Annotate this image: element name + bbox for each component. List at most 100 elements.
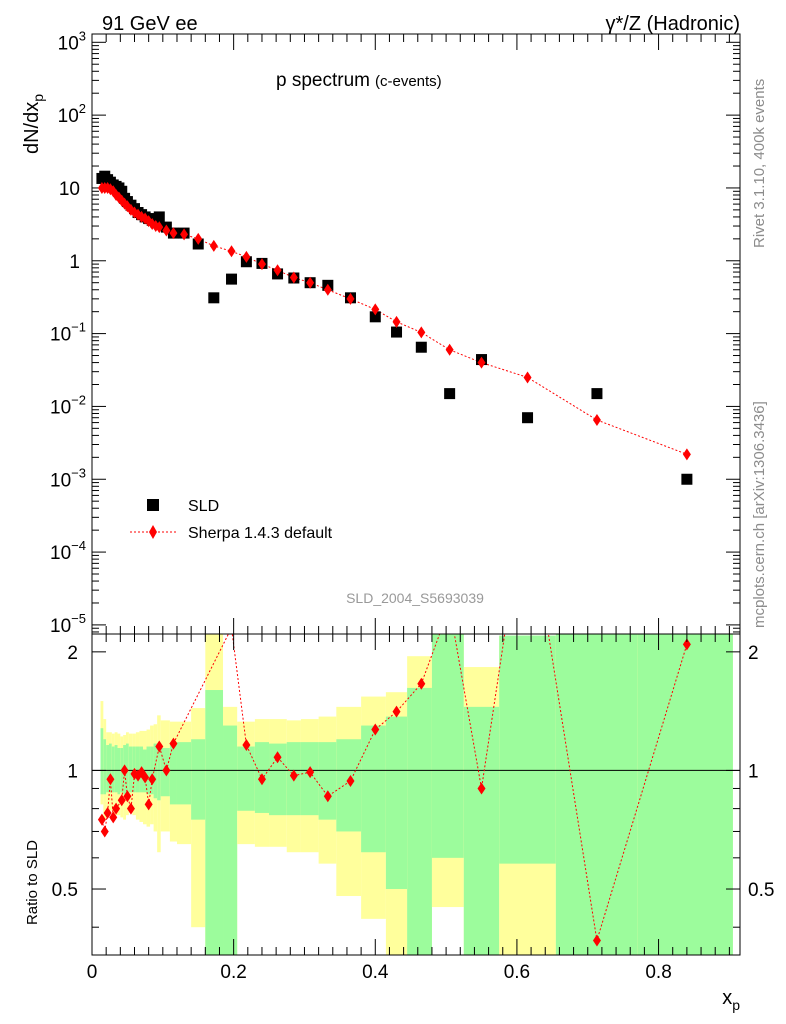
ratio-point	[97, 813, 106, 826]
legend-marker-sld	[147, 499, 159, 511]
sld-point	[116, 185, 128, 197]
ratio-point	[242, 739, 251, 752]
band-inner	[385, 716, 408, 890]
mc-point	[194, 232, 203, 245]
band-inner	[114, 745, 118, 793]
sld-point	[369, 311, 381, 323]
ratio-point	[371, 723, 380, 736]
ratio-point	[120, 764, 129, 777]
ratio-point	[112, 802, 121, 815]
mc-point	[445, 343, 454, 356]
mc-point	[346, 292, 355, 305]
main-panel: p spectrum (c-events) dN/dxp 10310210110…	[21, 28, 741, 637]
ratio-point	[117, 794, 126, 807]
ratio-point	[155, 740, 164, 753]
ratio-point	[392, 705, 401, 718]
ratio-point	[148, 773, 157, 786]
ratio-y-tick-label: 0.5	[52, 880, 78, 901]
mc-point	[477, 356, 486, 369]
ratio-point	[106, 773, 115, 786]
band-inner	[157, 743, 161, 801]
mc-point	[242, 250, 251, 263]
band-inner	[108, 743, 112, 793]
band-inner	[117, 748, 121, 795]
header-left: 91 GeV ee	[102, 13, 198, 35]
mc-point	[273, 264, 282, 277]
ratio-point	[103, 806, 112, 819]
main-y-tick-label: 10−4	[50, 538, 86, 564]
ratio-point	[123, 790, 132, 803]
band-inner	[103, 739, 107, 795]
sld-point	[681, 473, 693, 485]
main-subtitle: (c-events)	[375, 73, 442, 90]
sld-point	[444, 388, 456, 400]
main-y-tick-label: 10−5	[50, 611, 86, 637]
mc-point	[306, 276, 315, 289]
main-title: p spectrum	[276, 70, 370, 91]
mc-point	[392, 315, 401, 328]
band-inner	[100, 728, 104, 795]
sld-point	[153, 211, 165, 223]
sld-point	[522, 412, 534, 424]
ratio-point	[346, 775, 355, 788]
ratio-marks	[97, 634, 691, 947]
main-y-label: dN/dxp	[21, 94, 46, 154]
band-inner	[300, 742, 319, 816]
band-inner	[336, 739, 362, 832]
band-inner	[269, 743, 287, 816]
ratio-uncertainty-band	[100, 634, 733, 955]
ratio-point	[100, 825, 109, 838]
mc-point	[180, 228, 189, 241]
band-inner	[555, 634, 638, 955]
ratio-point	[417, 677, 426, 690]
legend-marker-mc	[149, 525, 157, 539]
mc-point	[592, 414, 601, 427]
ratio-point	[273, 751, 282, 764]
mc-point	[257, 258, 266, 271]
mc-point	[682, 448, 691, 461]
main-y-tick-label: 102	[58, 101, 86, 127]
x-tick-label: 0	[87, 962, 98, 983]
band-inner	[176, 742, 192, 805]
ratio-y-tick-label-right: 0.5	[748, 880, 774, 901]
ratio-point	[682, 638, 691, 651]
ratio-y-tick-label: 1	[67, 761, 78, 782]
ratio-point	[141, 771, 150, 784]
legend-label-sld: SLD	[188, 498, 219, 515]
main-marks	[96, 170, 693, 485]
ratio-y-tick-label: 2	[67, 643, 78, 664]
x-ticks: 0 0.2 0.4 0.6 0.8	[87, 34, 730, 983]
band-inner	[361, 725, 386, 853]
main-frame	[91, 33, 741, 635]
ratio-point	[289, 769, 298, 782]
main-y-tick-label: 10−1	[50, 320, 86, 346]
ratio-point	[169, 737, 178, 750]
band-inner	[318, 742, 337, 820]
mc-point	[155, 221, 164, 234]
ratio-y-ticks: 0.5 0.5 1 1 2 2	[52, 643, 774, 928]
main-y-tick-label: 103	[58, 28, 86, 54]
main-y-tick-label: 10−3	[50, 465, 86, 491]
band-inner	[128, 746, 133, 793]
side-label-rivet: Rivet 3.1.10, 400k events	[751, 79, 768, 248]
main-y-tick-label: 1	[69, 252, 80, 273]
ratio-point	[477, 782, 486, 795]
header-right: γ*/Z (Hadronic)	[606, 13, 740, 35]
band-inner	[106, 745, 109, 793]
ratio-point	[144, 798, 153, 811]
ratio-point	[257, 773, 266, 786]
mc-point	[209, 239, 218, 252]
ratio-point	[592, 934, 601, 947]
band-inner	[135, 746, 140, 793]
mc-point	[289, 271, 298, 284]
x-axis-label: xp	[722, 987, 740, 1013]
x-tick-label: 0.8	[645, 962, 671, 983]
legend-label-mc: Sherpa 1.4.3 default	[188, 525, 333, 542]
main-y-tick-label: 10	[59, 179, 80, 200]
band-inner	[407, 687, 432, 955]
ratio-y-tick-label-right: 2	[748, 643, 759, 664]
ratio-panel: 0.5 0.5 1 1 2 2 0 0.2 0.4 0.6 0.8 Ratio to SLD xp	[24, 34, 774, 1013]
side-label-mcplots: mcplots.cern.ch [arXiv:1306.3436]	[751, 401, 768, 628]
mc-point	[417, 326, 426, 339]
